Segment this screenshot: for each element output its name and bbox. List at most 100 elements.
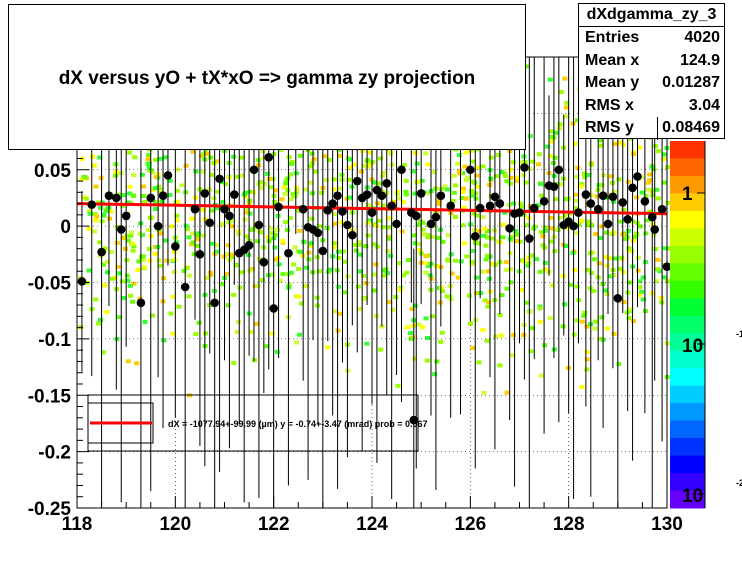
heat-cell (131, 193, 137, 198)
heat-cell (412, 356, 417, 361)
heat-cell (83, 196, 89, 201)
data-point (593, 204, 603, 214)
heat-cell (637, 224, 643, 229)
heat-cell (562, 213, 568, 218)
heat-cell (307, 180, 313, 185)
heat-cell (460, 223, 466, 228)
heat-cell (425, 336, 431, 340)
heat-cell (412, 241, 418, 246)
x-tick-label: 118 (62, 514, 93, 535)
heat-cell (386, 148, 392, 153)
heat-cell (181, 269, 187, 273)
heat-cell (588, 162, 594, 167)
heat-cell (423, 254, 429, 259)
heat-cell (285, 227, 290, 232)
heat-cell (562, 114, 568, 119)
heat-cell (153, 199, 159, 204)
heat-cell (489, 236, 495, 241)
heat-cell (515, 232, 521, 237)
heat-cell (153, 157, 159, 162)
heat-cell (504, 267, 510, 272)
heat-cell (556, 126, 562, 131)
heat-cell (359, 169, 364, 174)
heat-cell (535, 203, 541, 208)
heat-cell (101, 262, 106, 267)
heat-cell (463, 150, 469, 155)
heat-cell (288, 270, 294, 275)
heat-cell (92, 229, 97, 234)
heat-cell (259, 186, 265, 191)
heat-cell (641, 297, 646, 302)
heat-cell (654, 187, 660, 192)
heat-cell (493, 334, 499, 339)
heat-cell (482, 298, 488, 303)
heat-cell (146, 246, 152, 251)
heat-cell (135, 267, 141, 272)
heat-cell (314, 303, 320, 308)
heat-cell (355, 284, 361, 289)
heat-cell (231, 292, 237, 297)
data-point (569, 221, 578, 231)
heat-cell (662, 246, 668, 251)
data-point (146, 193, 156, 203)
heat-cell (272, 202, 278, 207)
heat-cell (365, 164, 371, 169)
heat-cell (283, 220, 289, 225)
heat-cell (511, 333, 517, 338)
heat-cell (636, 293, 642, 298)
data-point (416, 189, 426, 198)
palette-swatch (670, 263, 705, 282)
heat-cell (141, 184, 147, 189)
heat-cell (579, 385, 585, 389)
heat-cell (584, 357, 590, 362)
stats-label: RMS x (585, 96, 634, 114)
heat-cell (101, 212, 107, 217)
heat-cell (474, 213, 480, 218)
heat-cell (336, 255, 342, 260)
heat-cell (523, 300, 529, 305)
data-point (520, 163, 529, 172)
stats-value: 0.08469 (657, 117, 720, 140)
heat-cell (592, 326, 598, 331)
heat-cell (436, 198, 442, 203)
heat-cell (159, 199, 165, 204)
palette-swatch (670, 333, 705, 352)
heat-cell (302, 284, 308, 289)
heat-cell (332, 212, 338, 217)
heat-cell (485, 269, 491, 274)
data-point (180, 282, 190, 292)
data-point (515, 208, 524, 217)
heat-cell (190, 240, 196, 245)
heat-cell (472, 227, 478, 232)
stats-name: dXdgamma_zy_3 (579, 4, 724, 27)
heat-cell (582, 310, 588, 315)
heat-cell (448, 252, 454, 257)
heat-cell (365, 233, 371, 238)
heat-cell (280, 272, 286, 277)
data-point (475, 203, 485, 213)
y-tick-label: -0.1 (38, 330, 71, 351)
palette-swatch (670, 403, 705, 422)
heat-cell (661, 180, 667, 185)
heat-cell (658, 296, 664, 300)
palette-swatch (670, 315, 705, 334)
heat-cell (306, 250, 312, 255)
heat-cell (332, 245, 338, 250)
heat-cell (463, 196, 469, 201)
heat-cell (347, 157, 353, 162)
heat-cell (200, 207, 206, 212)
x-tick-label: 126 (454, 514, 486, 535)
heat-cell (351, 162, 357, 167)
heat-cell (582, 175, 588, 180)
heat-cell (650, 222, 656, 227)
heat-cell (463, 178, 469, 182)
palette-swatch (670, 193, 705, 212)
palette-swatch (670, 438, 705, 457)
heat-cell (170, 294, 176, 299)
heat-cell (82, 175, 88, 179)
heat-cell (104, 259, 110, 264)
heat-cell (545, 144, 550, 149)
stats-value: 4020 (684, 29, 720, 46)
heat-cell (549, 239, 554, 244)
heat-cell (283, 178, 289, 183)
